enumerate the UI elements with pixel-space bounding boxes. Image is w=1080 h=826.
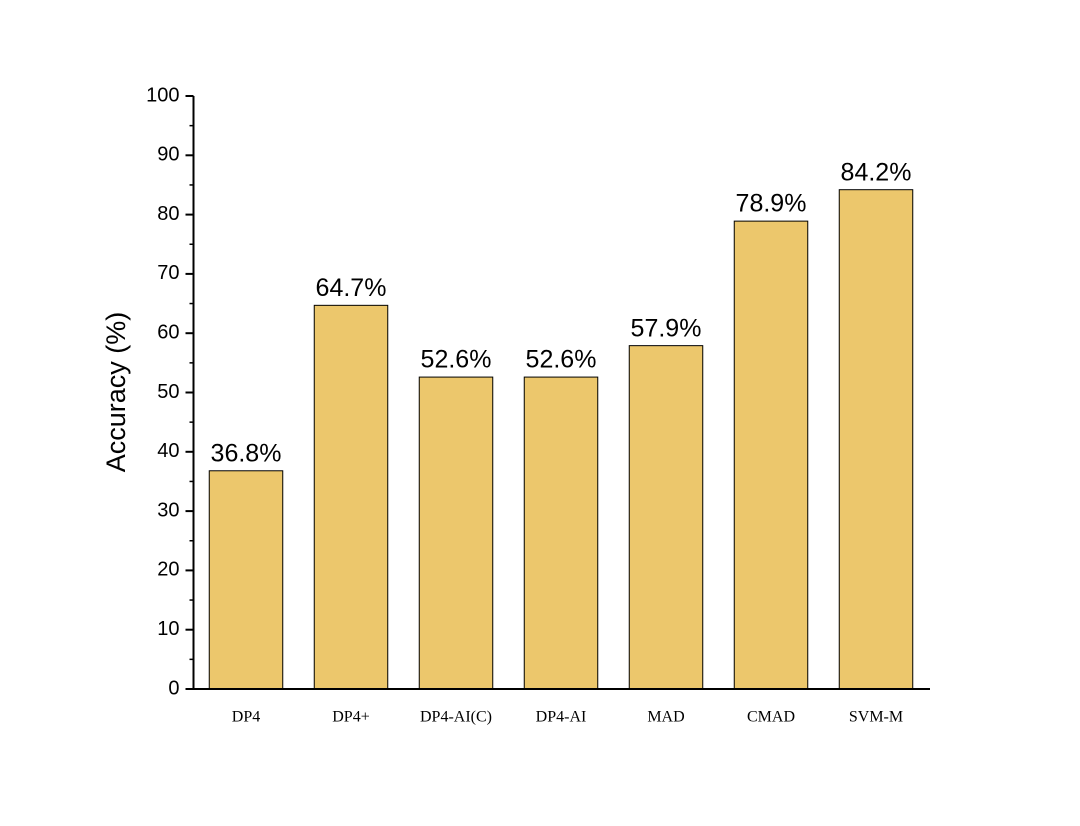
bar: [523, 376, 599, 690]
value-label: 64.7%: [316, 274, 387, 302]
value-label: 57.9%: [631, 314, 702, 342]
x-tick-label: DP4-AI: [536, 709, 587, 726]
bar: [838, 189, 914, 690]
y-tick-label: 70: [157, 262, 179, 284]
y-axis-label: Accuracy (%): [101, 312, 131, 473]
bar: [208, 470, 284, 690]
y-tick-label: 0: [168, 677, 179, 699]
value-label: 52.6%: [526, 346, 597, 374]
y-tick-label: 50: [157, 381, 179, 403]
bar: [628, 345, 704, 690]
bar: [733, 220, 809, 690]
x-tick-label: CMAD: [747, 709, 795, 726]
y-tick-label: 20: [157, 559, 179, 581]
x-tick-label: DP4-AI(C): [420, 709, 492, 726]
y-tick-label: 100: [146, 84, 179, 106]
bar: [313, 304, 389, 690]
value-label: 84.2%: [841, 158, 912, 186]
y-tick-label: 40: [157, 440, 179, 462]
x-tick-label: DP4+: [332, 709, 369, 726]
x-tick-label: DP4: [232, 709, 260, 726]
y-tick-label: 90: [157, 144, 179, 166]
y-tick-label: 80: [157, 203, 179, 225]
value-label: 36.8%: [211, 439, 282, 467]
y-tick-label: 60: [157, 321, 179, 343]
y-tick-label: 30: [157, 499, 179, 521]
x-tick-label: MAD: [647, 709, 684, 726]
x-tick-label: SVM-M: [849, 709, 903, 726]
y-tick-label: 10: [157, 618, 179, 640]
value-label: 78.9%: [736, 190, 807, 218]
value-label: 52.6%: [421, 346, 492, 374]
bar: [418, 376, 494, 690]
